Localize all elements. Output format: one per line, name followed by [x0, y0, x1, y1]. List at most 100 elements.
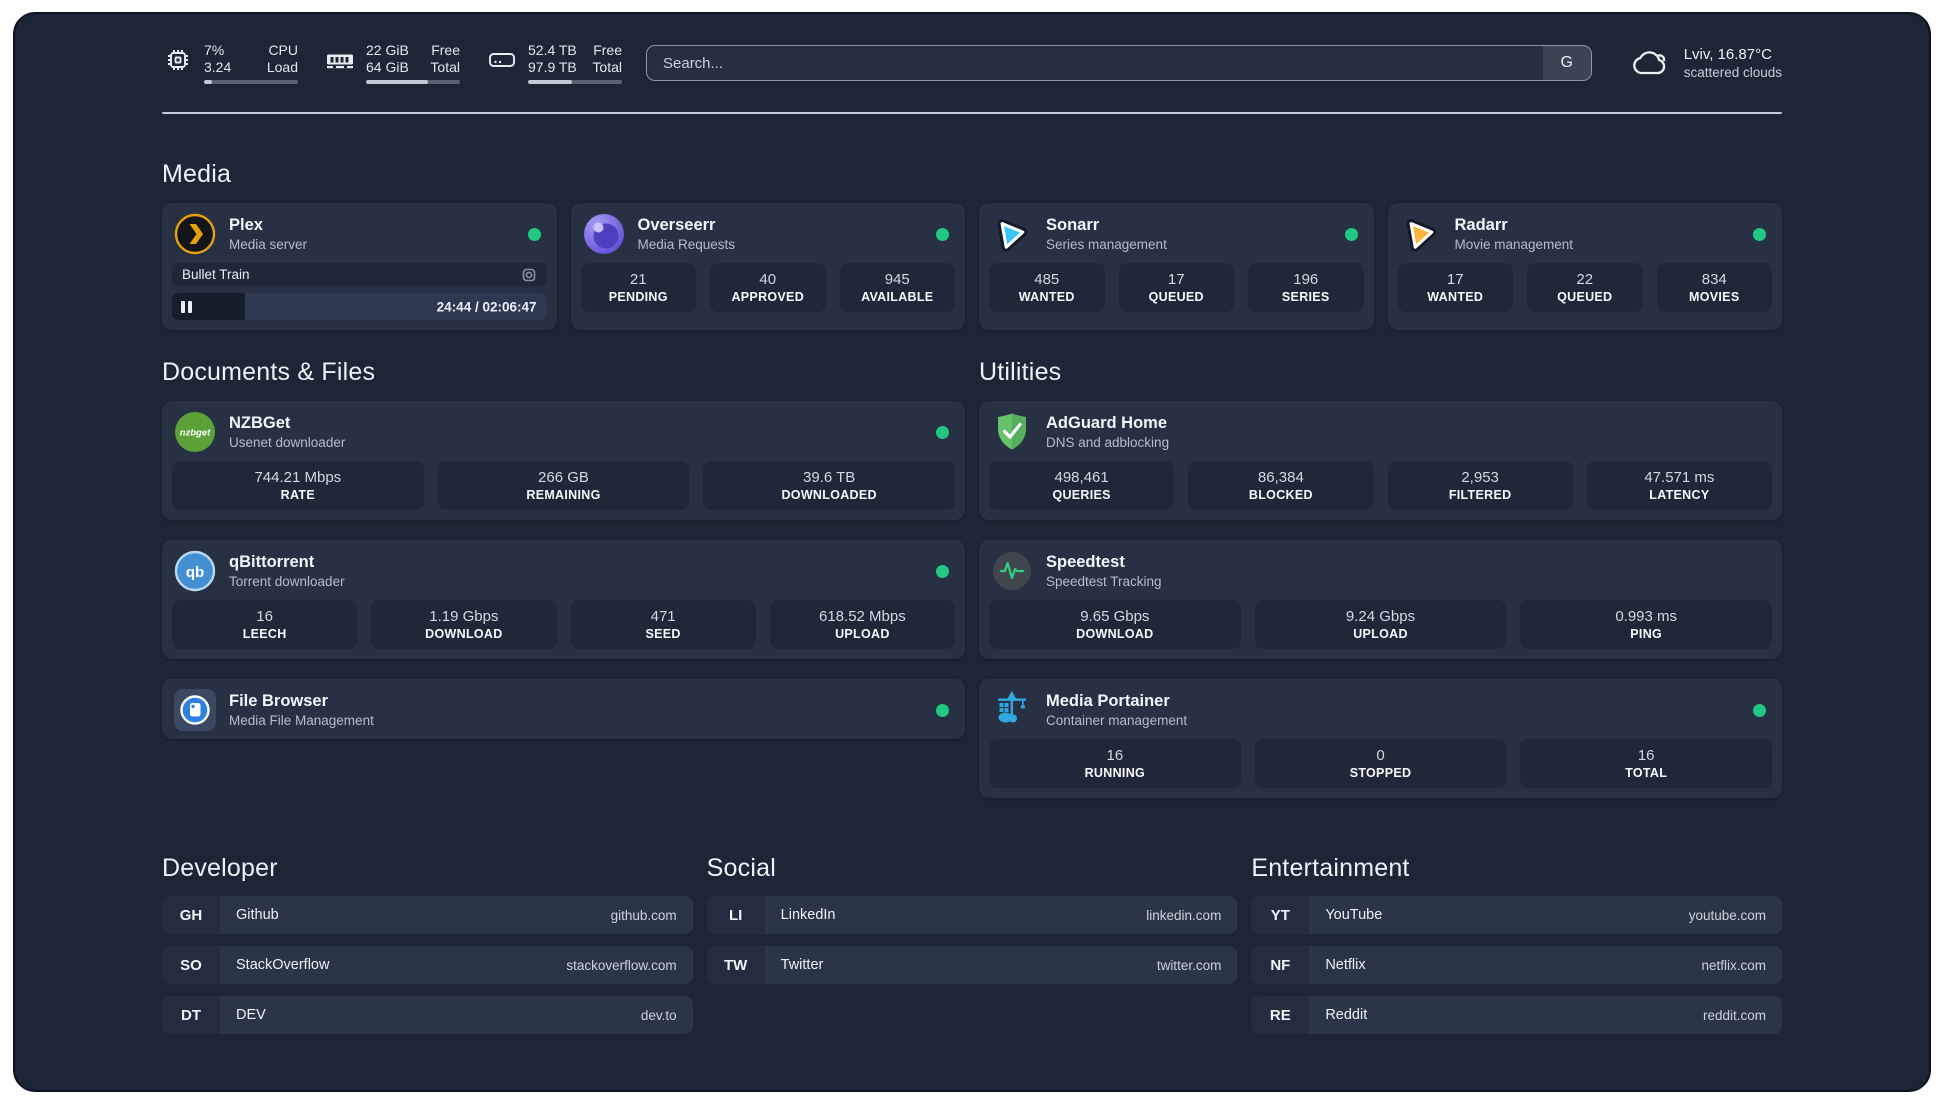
- section-heading-media: Media: [162, 160, 232, 188]
- bookmark-linkedin[interactable]: LI LinkedIn linkedin.com: [706, 896, 1238, 934]
- card-subtitle: Media File Management: [229, 713, 374, 728]
- bookmark-abbr: NF: [1251, 946, 1310, 984]
- stat-tile: 22 QUEUED: [1527, 263, 1643, 312]
- stat-tile: 16 RUNNING: [989, 739, 1241, 788]
- stat-tile: 498,461 QUERIES: [989, 461, 1175, 510]
- stat-tile: 471 SEED: [570, 600, 756, 649]
- search-bar: G: [646, 45, 1592, 81]
- section-entertainment: Entertainment YT YouTube youtube.com NF N…: [1251, 854, 1782, 1046]
- disk-free: 52.4 TB: [528, 42, 577, 58]
- stat-tile: 21 PENDING: [580, 263, 696, 312]
- disk-total-label: Total: [592, 59, 622, 75]
- section-utilities: Utilities AdGuard Home DNS and adblockin…: [979, 358, 1782, 798]
- bookmark-url: reddit.com: [1702, 1007, 1766, 1023]
- card-speedtest[interactable]: Speedtest Speedtest Tracking 9.65 Gbps DO…: [979, 540, 1782, 659]
- card-title: NZBGet: [229, 414, 291, 432]
- ram-total: 64 GiB: [366, 59, 409, 75]
- stat-tile: 485 WANTED: [989, 263, 1105, 312]
- stat-tile: 2,953 FILTERED: [1387, 461, 1573, 510]
- status-online-dot: [527, 227, 541, 241]
- status-online-dot: [936, 227, 949, 241]
- card-title: Plex: [229, 216, 263, 234]
- card-title: Sonarr: [1046, 216, 1100, 234]
- top-bar: 7% 3.24 CPU Load: [162, 40, 1782, 86]
- bookmark-name: StackOverflow: [236, 957, 330, 973]
- card-overseerr[interactable]: Overseerr Media Requests 21 PENDING 40 APP…: [570, 203, 965, 330]
- status-online-dot: [936, 564, 949, 578]
- bookmark-url: github.com: [610, 907, 677, 923]
- playback-time: 24:44 / 02:06:47: [436, 299, 537, 314]
- status-online-dot: [1344, 227, 1358, 241]
- playback-progress-bar[interactable]: 24:44 / 02:06:47: [172, 293, 547, 320]
- stat-tile: 0 STOPPED: [1254, 739, 1507, 788]
- speedtest-icon: [991, 550, 1033, 592]
- stat-tile: 618.52 Mbps UPLOAD: [769, 600, 955, 649]
- bookmark-netflix[interactable]: NF Netflix netflix.com: [1251, 946, 1782, 984]
- stat-tile: 744.21 Mbps RATE: [172, 461, 424, 510]
- card-radarr[interactable]: Radarr Movie management 17 WANTED 22 QUEUE…: [1387, 203, 1782, 330]
- status-online-dot: [936, 425, 949, 439]
- bookmark-url: dev.to: [640, 1007, 677, 1023]
- section-developer: Developer GH Github github.com SO StackOv…: [162, 854, 693, 1046]
- bookmark-name: LinkedIn: [780, 907, 836, 923]
- stat-tile: 40 APPROVED: [710, 263, 826, 312]
- stat-tile: 47.571 ms LATENCY: [1586, 461, 1772, 510]
- cpu-label: CPU: [268, 42, 298, 58]
- bookmark-url: stackoverflow.com: [566, 957, 677, 973]
- header-divider: [162, 112, 1782, 114]
- stat-tile: 945 AVAILABLE: [839, 263, 955, 312]
- card-subtitle: Movie management: [1454, 237, 1574, 252]
- card-subtitle: Speedtest Tracking: [1046, 574, 1162, 589]
- overseerr-icon: [583, 213, 625, 255]
- card-nzbget[interactable]: nzbget NZBGet Usenet downloader 744.21 M…: [162, 401, 965, 520]
- stat-tile: 9.65 Gbps DOWNLOAD: [989, 600, 1241, 649]
- card-adguard[interactable]: AdGuard Home DNS and adblocking 498,461 Q…: [979, 401, 1782, 520]
- stat-tile: 266 GB REMAINING: [437, 461, 690, 510]
- svg-text:qb: qb: [186, 564, 204, 581]
- ram-free-label: Free: [431, 42, 460, 58]
- ram-free: 22 GiB: [366, 42, 409, 58]
- bookmark-abbr: TW: [706, 946, 765, 984]
- cpu-load-label: Load: [266, 59, 298, 75]
- status-online-dot: [1753, 703, 1766, 717]
- search-input[interactable]: [647, 46, 1543, 80]
- bookmark-name: Twitter: [780, 957, 824, 973]
- weather-widget: Lviv, 16.87°C scattered clouds: [1628, 44, 1782, 82]
- bookmark-reddit[interactable]: RE Reddit reddit.com: [1251, 996, 1782, 1034]
- bookmark-abbr: SO: [162, 946, 220, 984]
- weather-location-temp: Lviv, 16.87°C: [1683, 46, 1772, 63]
- section-heading-utilities: Utilities: [979, 358, 1062, 386]
- bookmark-name: Reddit: [1325, 1007, 1368, 1023]
- bookmark-abbr: GH: [162, 896, 220, 934]
- bookmark-twitter[interactable]: TW Twitter twitter.com: [706, 946, 1238, 984]
- card-filebrowser[interactable]: File Browser Media File Management: [162, 679, 965, 739]
- search-provider-button[interactable]: G: [1542, 46, 1591, 80]
- bookmark-abbr: LI: [706, 896, 765, 934]
- stat-tile: 9.24 Gbps UPLOAD: [1254, 600, 1507, 649]
- cpu-progress-bar: [204, 80, 298, 84]
- bookmark-dev[interactable]: DT DEV dev.to: [162, 996, 693, 1034]
- stat-tile: 17 WANTED: [1397, 263, 1513, 312]
- section-heading-social: Social: [706, 854, 776, 882]
- session-icon[interactable]: [521, 267, 537, 283]
- status-online-dot: [1753, 227, 1766, 241]
- bookmark-youtube[interactable]: YT YouTube youtube.com: [1251, 896, 1782, 934]
- qbittorrent-icon: qb: [174, 550, 216, 592]
- card-title: Overseerr: [637, 216, 716, 234]
- card-subtitle: Series management: [1046, 237, 1167, 252]
- bookmark-github[interactable]: GH Github github.com: [162, 896, 693, 934]
- adguard-icon: [991, 411, 1033, 453]
- section-media: Media Plex Media server: [162, 160, 1782, 330]
- pause-icon[interactable]: [181, 300, 192, 313]
- card-subtitle: Media server: [229, 237, 308, 252]
- card-subtitle: Torrent downloader: [229, 574, 345, 589]
- bookmark-stackoverflow[interactable]: SO StackOverflow stackoverflow.com: [162, 946, 693, 984]
- ram-total-label: Total: [430, 59, 460, 75]
- card-sonarr[interactable]: Sonarr Series management 485 WANTED 17 QUE…: [979, 203, 1374, 330]
- card-portainer[interactable]: Media Portainer Container management 16 R…: [979, 679, 1782, 798]
- card-plex[interactable]: Plex Media server Bullet Train: [162, 203, 557, 330]
- bookmark-url: youtube.com: [1688, 907, 1766, 923]
- section-documents: Documents & Files nzbget NZBGet Usenet d…: [162, 358, 965, 739]
- card-subtitle: Usenet downloader: [229, 435, 346, 450]
- card-qbittorrent[interactable]: qb qBittorrent Torrent downloader 16 LEEC…: [162, 540, 965, 659]
